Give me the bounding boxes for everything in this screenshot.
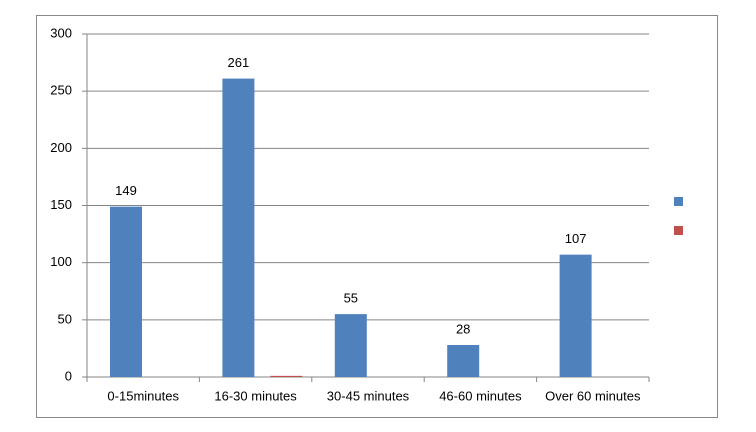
bar bbox=[559, 254, 592, 377]
legend-swatch bbox=[674, 197, 683, 206]
y-tick-label: 300 bbox=[50, 25, 72, 40]
y-tick-label: 200 bbox=[50, 140, 72, 155]
y-tick-label: 0 bbox=[65, 368, 72, 383]
x-tick-label: 16-30 minutes bbox=[214, 388, 297, 403]
bar bbox=[447, 344, 480, 377]
data-label: 55 bbox=[344, 291, 358, 306]
y-tick-label: 250 bbox=[50, 83, 72, 98]
bar bbox=[222, 78, 255, 377]
x-tick-label: 30-45 minutes bbox=[327, 388, 410, 403]
data-label: 261 bbox=[228, 55, 250, 70]
x-tick-label: 0-15minutes bbox=[107, 388, 179, 403]
bar bbox=[270, 375, 303, 377]
y-tick-label: 150 bbox=[50, 197, 72, 212]
data-label: 149 bbox=[115, 183, 137, 198]
legend-swatch bbox=[674, 226, 683, 235]
y-tick-label: 50 bbox=[58, 311, 72, 326]
x-tick-label: Over 60 minutes bbox=[545, 388, 641, 403]
y-tick-label: 100 bbox=[50, 254, 72, 269]
bar bbox=[110, 206, 142, 377]
chart-border bbox=[36, 15, 718, 418]
data-label: 28 bbox=[456, 321, 470, 336]
bar bbox=[334, 314, 367, 377]
data-label: 107 bbox=[565, 231, 587, 246]
x-tick-label: 46-60 minutes bbox=[439, 388, 522, 403]
